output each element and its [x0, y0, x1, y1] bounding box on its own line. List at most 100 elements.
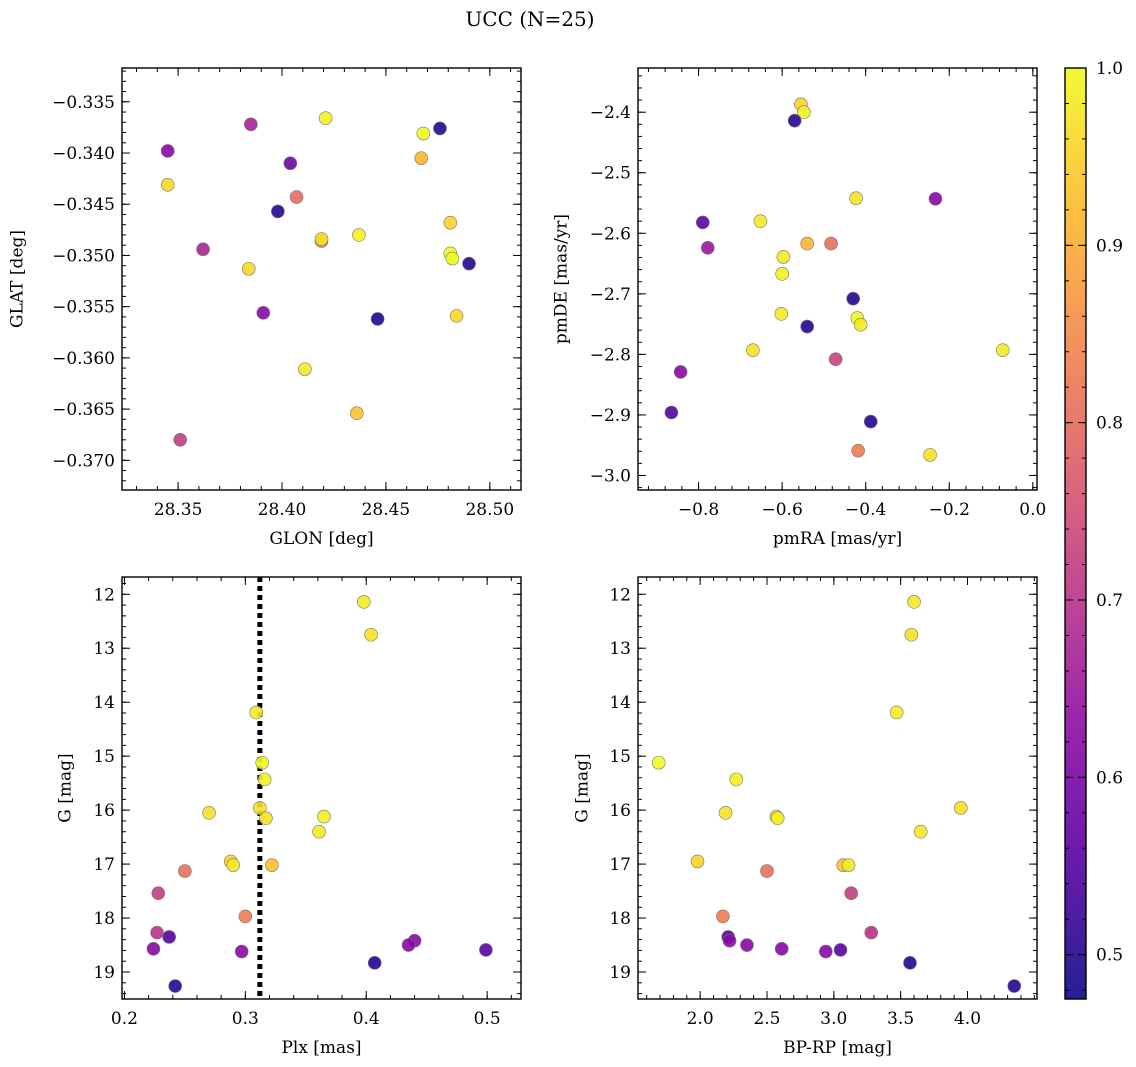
data-point — [700, 241, 715, 255]
data-point — [298, 362, 312, 376]
data-point — [651, 755, 666, 770]
data-point — [740, 938, 754, 952]
data-point — [244, 117, 258, 132]
data-point — [770, 811, 785, 826]
x-tick-label: −0.4 — [845, 500, 886, 520]
data-point — [841, 858, 856, 872]
data-point — [196, 242, 210, 257]
data-point — [753, 214, 768, 228]
data-point — [787, 113, 802, 128]
data-point — [904, 627, 919, 642]
y-axis-label: pmDE [mas/yr] — [552, 214, 572, 344]
data-point — [367, 956, 382, 970]
data-point — [716, 909, 730, 924]
data-point — [695, 215, 710, 230]
data-point — [241, 261, 256, 276]
data-point — [350, 406, 364, 420]
x-axis-label: BP-RP [mag] — [783, 1038, 892, 1058]
data-point — [690, 854, 705, 869]
colorbar-tick-label: 0.7 — [1096, 591, 1123, 611]
y-tick-label: −2.7 — [590, 285, 631, 305]
data-point — [774, 307, 789, 321]
colorbar-frame — [1064, 67, 1087, 1000]
data-point — [776, 250, 791, 264]
data-point — [443, 215, 458, 230]
colorbar: 0.5 0.6 0.7 0.8 0.9 1.0 — [1064, 59, 1123, 1000]
data-point — [853, 317, 868, 332]
y-axis-label: G [mag] — [56, 753, 76, 822]
x-axis-label: GLON [deg] — [269, 529, 373, 549]
x-tick-label: 2.0 — [687, 1009, 714, 1029]
panel-glon-glat: 28.35 28.40 28.45 28.50 −0.335 −0.340 −0.345 −0… — [8, 67, 522, 549]
data-point — [357, 595, 371, 609]
colorbar-tick-label: 0.5 — [1096, 946, 1123, 966]
data-point — [760, 864, 774, 878]
y-tick-label: −2.8 — [590, 345, 631, 365]
y-tick-label: −0.335 — [52, 93, 115, 113]
axes-frame — [121, 67, 522, 491]
data-point — [160, 177, 175, 192]
y-tick-label: −2.6 — [590, 224, 631, 244]
x-tick-label: 28.35 — [154, 500, 203, 520]
data-point — [819, 944, 833, 959]
x-tick-label: 2.5 — [753, 1009, 780, 1029]
data-point — [370, 312, 385, 326]
y-tick-label: 19 — [609, 963, 631, 983]
x-axis-label: pmRA [mas/yr] — [773, 529, 902, 549]
data-point — [146, 942, 161, 956]
data-point — [253, 801, 267, 815]
data-point — [907, 595, 921, 609]
x-tick-label: −0.2 — [929, 500, 970, 520]
data-point — [864, 925, 879, 940]
y-tick-label: −0.340 — [52, 144, 115, 164]
y-tick-label: 14 — [93, 693, 115, 713]
y-tick-label: −0.360 — [52, 349, 115, 369]
data-point — [312, 824, 326, 839]
x-tick-label: −0.8 — [678, 500, 719, 520]
axes-frame — [637, 67, 1038, 491]
data-point — [889, 705, 904, 720]
x-tick-label: 28.45 — [362, 500, 411, 520]
data-point — [433, 121, 447, 136]
colorbar-tick-label: 1.0 — [1096, 59, 1123, 79]
panel-pmra-pmde: −0.8 −0.6 −0.4 −0.2 0.0 −2.4 −2.5 −2.6 −2.7 −2.8 −… — [552, 67, 1046, 549]
y-tick-label: 13 — [609, 639, 631, 659]
y-tick-label: 15 — [609, 747, 631, 767]
y-tick-label: 18 — [93, 909, 115, 929]
data-point — [226, 858, 241, 872]
data-point — [168, 979, 182, 993]
y-tick-label: 16 — [609, 801, 631, 821]
data-point — [729, 772, 744, 787]
x-tick-label: 4.0 — [954, 1009, 981, 1029]
panel-plx-g: 0.2 0.3 0.4 0.5 12 13 14 15 16 17 18 19 Plx [mas] G [… — [56, 576, 522, 1058]
scatter-points — [664, 97, 1010, 462]
x-tick-label: 0.2 — [111, 1009, 138, 1029]
colorbar-tick-label: 0.9 — [1096, 236, 1123, 256]
axes-frame — [637, 576, 1038, 1000]
y-tick-label: 17 — [609, 855, 631, 875]
y-tick-label: 14 — [609, 693, 631, 713]
data-point — [479, 943, 493, 957]
data-point — [995, 343, 1010, 357]
data-point — [314, 232, 329, 246]
axis-ticks — [638, 577, 1037, 999]
data-point — [445, 251, 460, 266]
y-tick-label: −2.9 — [590, 406, 631, 426]
data-point — [256, 306, 271, 320]
data-point — [259, 811, 273, 826]
y-tick-label: 18 — [609, 909, 631, 929]
x-tick-label: 0.0 — [1019, 500, 1046, 520]
panel-bprp-g: 2.0 2.5 3.0 3.5 4.0 12 13 14 15 16 17 18 19 BP-RP [ma… — [573, 576, 1038, 1058]
data-point — [160, 144, 175, 158]
data-point — [833, 943, 848, 957]
y-tick-label: 16 — [93, 801, 115, 821]
y-tick-label: −0.350 — [52, 246, 115, 266]
data-point — [746, 343, 760, 357]
data-point — [162, 930, 176, 944]
colorbar-gradient — [1065, 68, 1086, 999]
y-axis-label: GLAT [deg] — [8, 230, 28, 328]
y-tick-label: 12 — [609, 585, 631, 605]
x-tick-label: 3.5 — [887, 1009, 914, 1029]
data-point — [775, 267, 789, 281]
data-point — [318, 111, 333, 125]
